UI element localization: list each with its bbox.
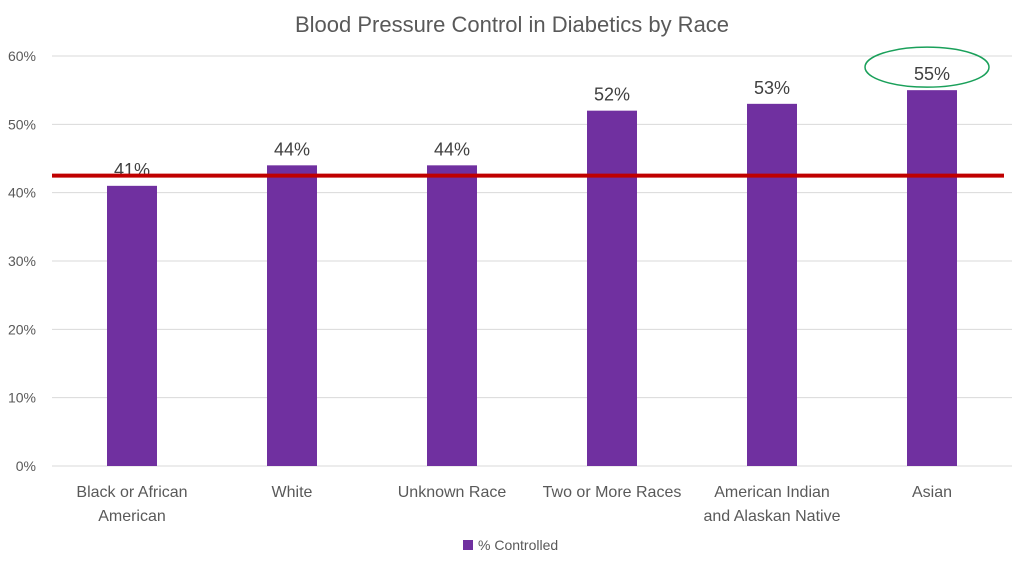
bars — [107, 90, 957, 467]
y-tick-label: 0% — [16, 458, 36, 474]
bar — [107, 185, 157, 467]
y-tick-label: 10% — [8, 390, 36, 406]
legend-label: % Controlled — [478, 537, 558, 553]
data-label: 44% — [274, 139, 310, 159]
y-axis-ticks: 0% 10% 20% 30% 40% 50% 60% — [8, 48, 36, 474]
x-category-label: American Indian — [714, 484, 830, 501]
y-tick-label: 20% — [8, 321, 36, 337]
y-tick-label: 60% — [8, 48, 36, 64]
data-label: 44% — [434, 139, 470, 159]
x-category-label: Unknown Race — [398, 484, 507, 501]
x-axis-categories: Black or African American White Unknown Rac… — [76, 484, 952, 525]
bar — [427, 165, 477, 467]
legend-swatch — [463, 540, 473, 550]
data-label: 55% — [914, 64, 950, 84]
legend: % Controlled — [463, 537, 558, 553]
bar — [907, 90, 957, 467]
x-category-label: and Alaskan Native — [704, 508, 841, 525]
y-tick-label: 50% — [8, 116, 36, 132]
highlight-layer — [864, 46, 990, 88]
x-category-label: American — [98, 508, 166, 525]
chart-title: Blood Pressure Control in Diabetics by R… — [295, 12, 729, 37]
y-tick-label: 30% — [8, 253, 36, 269]
gridlines — [52, 55, 1012, 467]
x-category-label: Two or More Races — [543, 484, 682, 501]
bar — [747, 103, 797, 466]
x-category-label: Black or African — [76, 484, 187, 501]
data-label: 53% — [754, 78, 790, 98]
bar — [587, 110, 637, 467]
x-category-label: Asian — [912, 484, 952, 501]
data-label: 52% — [594, 85, 630, 105]
data-labels: 41%44% 44%52% 53%55% — [114, 64, 950, 180]
y-tick-label: 40% — [8, 185, 36, 201]
x-category-label: White — [272, 484, 313, 501]
bar — [267, 165, 317, 467]
highlight-ellipse — [864, 46, 990, 88]
